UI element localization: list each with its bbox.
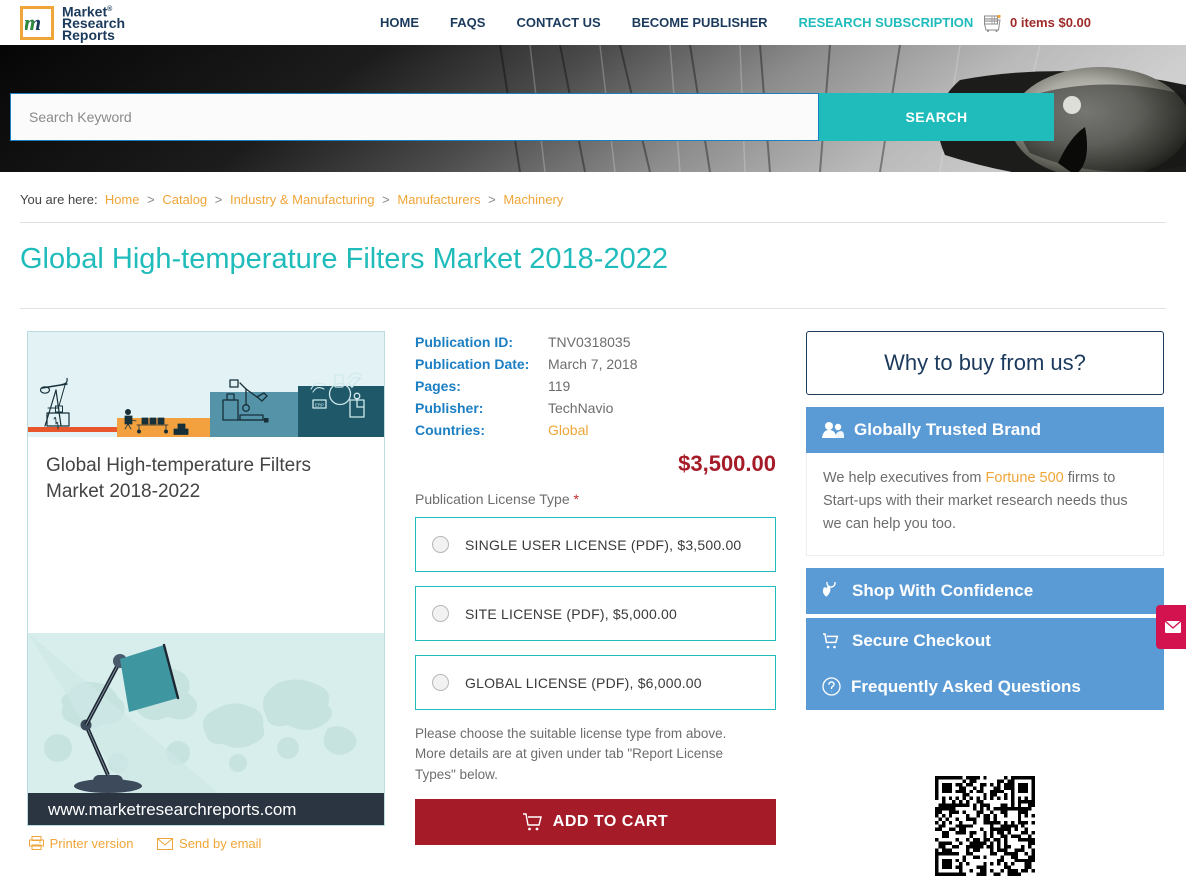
svg-text:ERP: ERP	[315, 403, 324, 408]
svg-text:www.marketresearchreports.com: www.marketresearchreports.com	[47, 800, 296, 819]
